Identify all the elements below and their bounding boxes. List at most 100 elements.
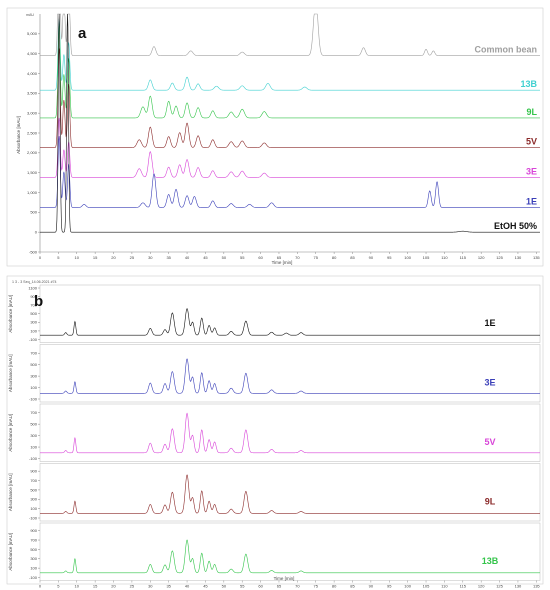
- panel-b-x-tick-label: 135: [533, 584, 540, 589]
- panel-a-x-tick-label: 10: [75, 255, 80, 260]
- panel-b-subplot: -100 100 300 500 700 900 Absorbance [mAU] 13B: [8, 522, 541, 581]
- panel-b-xlabel: Time [min]: [274, 576, 295, 581]
- panel-b-series-line: [40, 358, 540, 394]
- panel-b-x-tick-label: 35: [166, 584, 171, 589]
- panel-a-x-tick-label: 60: [258, 255, 263, 260]
- panel-a-x-tick-label: 100: [404, 255, 411, 260]
- panel-b-x-tick-label: 105: [423, 584, 430, 589]
- panel-b-x-tick-label: 85: [350, 584, 355, 589]
- panel-a-y-tick-label: 3,500: [27, 91, 38, 96]
- panel-b-x-tick-label: 100: [404, 584, 411, 589]
- panel-a-series-line: [40, 13, 540, 233]
- panel-b-x-tick-label: 0: [39, 584, 42, 589]
- panel-a-x-tick-label: 95: [387, 255, 392, 260]
- panel-b-y-tick-label: -100: [29, 515, 38, 520]
- panel-b-series-line: [40, 474, 540, 514]
- panel-a-x-tick-label: 50: [222, 255, 227, 260]
- panel-b-y-tick-label: 100: [30, 506, 37, 511]
- panel-b-subplot: -100 100 300 500 700 Absorbance [mAU] 3E: [8, 344, 541, 403]
- panel-a-y-tick-label: 1,000: [27, 190, 38, 195]
- panel-a-y-tick-label: 5,000: [27, 31, 38, 36]
- panel-b-y-tick-label: 700: [30, 537, 37, 542]
- panel-b-series-label: 13B: [482, 556, 499, 566]
- panel-a-x-tick-label: 85: [350, 255, 355, 260]
- panel-b-y-tick-label: -100: [29, 456, 38, 461]
- panel-b-x-tick-label: 120: [478, 584, 485, 589]
- panel-b-x-tick-label: 125: [496, 584, 503, 589]
- panel-b-header: 1 3 - 3 Seq_14.06.2021 #74: [12, 280, 57, 284]
- panel-a-x-tick-label: 90: [369, 255, 374, 260]
- panel-b-x-tick-label: 5: [57, 584, 60, 589]
- panel-b-series-line: [40, 308, 540, 336]
- panel-b-y-tick-label: 900: [30, 469, 37, 474]
- panel-b-x-tick-label: 95: [387, 584, 392, 589]
- panel-a-x-tick-label: 0: [39, 255, 42, 260]
- panel-a-x-tick-label: 125: [496, 255, 503, 260]
- panel-b-x-tick-label: 110: [441, 584, 448, 589]
- panel-b-series-label: 9L: [485, 496, 496, 506]
- panel-b-subplot-frame: [39, 344, 541, 403]
- panel-b-y-tick-label: 100: [30, 385, 37, 390]
- panel-b-y-tick-label: 1100: [28, 285, 37, 290]
- panel-b-x-tick-label: 80: [332, 584, 337, 589]
- panel-a-series-label: 5V: [526, 137, 537, 147]
- panel-b-y-tick-label: 900: [30, 294, 37, 299]
- panel-a-series-line: [40, 136, 540, 208]
- panel-a-series-line: [40, 13, 540, 56]
- panel-b-x-tick-label: 60: [258, 584, 263, 589]
- panel-b-x-tick-label: 115: [460, 584, 467, 589]
- panel-a-x-ticks: 0 5 10 15 20 25 30 35 40 45 50 55 60 65 70 75 80 85 90 95 10…: [39, 252, 540, 260]
- panel-b-ylabel: Absorbance [mAU]: [8, 354, 13, 392]
- panel-a-y-ticks: -500 0 500 1,000 1,500 2,000 2,500 3,000 3,500 4,…: [27, 31, 40, 254]
- panel-b-y-tick-label: -100: [29, 575, 38, 580]
- panel-a-x-tick-label: 20: [111, 255, 116, 260]
- panel-a-x-tick-label: 105: [423, 255, 430, 260]
- panel-a-chart: 0 5 10 15 20 25 30 35 40 45 50 55 60 65 70 75 80 85 90 95 10…: [6, 7, 544, 267]
- panel-a-x-tick-label: 135: [533, 255, 540, 260]
- panel-a-y-tick-label: 3,000: [27, 111, 38, 116]
- panel-b-y-tick-label: 300: [30, 374, 37, 379]
- panel-a-x-tick-label: 65: [277, 255, 282, 260]
- panel-a-x-tick-label: 130: [515, 255, 522, 260]
- panel-a-x-tick-label: 55: [240, 255, 245, 260]
- panel-b-x-tick-label: 45: [203, 584, 208, 589]
- panel-a-x-tick-label: 115: [460, 255, 467, 260]
- panel-b-x-tick-label: 130: [515, 584, 522, 589]
- panel-b-ylabel: Absorbance [mAU]: [8, 533, 13, 571]
- panel-a-x-tick-label: 80: [332, 255, 337, 260]
- panel-b-subplot-frame: [39, 284, 541, 343]
- panel-a-series-label: EtOH 50%: [494, 221, 537, 231]
- panel-a-y-tick-label: 2,500: [27, 130, 38, 135]
- panel-b-ylabel: Absorbance [mAU]: [8, 473, 13, 511]
- panel-b-x-tick-label: 25: [130, 584, 135, 589]
- panel-b-y-tick-label: 300: [30, 556, 37, 561]
- panel-a-series-label: Common bean: [474, 45, 537, 55]
- panel-a-y-tick-label: 1,500: [27, 170, 38, 175]
- panel-b-x-tick-label: 90: [369, 584, 374, 589]
- panel-b-y-tick-label: 500: [30, 362, 37, 367]
- panel-b-y-tick-label: 500: [30, 422, 37, 427]
- panel-b-y-tick-label: 100: [30, 566, 37, 571]
- panel-a-x-tick-label: 25: [130, 255, 135, 260]
- panel-a-y-tick-label: 2,000: [27, 150, 38, 155]
- panel-b-y-tick-label: 900: [30, 528, 37, 533]
- panel-a-series-labels: Common bean 13B 9L 5V 3E 1E EtOH 50%: [474, 45, 537, 232]
- panel-a-y-tick-label: 4,500: [27, 51, 38, 56]
- panel-b-subplot-frame: [39, 522, 541, 581]
- panel-b-subplot: -100 100 300 500 700 900 1100 Absorbance [mAU] 1…: [8, 284, 541, 343]
- panel-b-x-tick-label: 10: [75, 584, 80, 589]
- panel-b-frame: [6, 275, 544, 585]
- panel-a-x-tick-label: 75: [314, 255, 319, 260]
- panel-b-x-tick-label: 55: [240, 584, 245, 589]
- panel-b-x-tick-label: 65: [277, 584, 282, 589]
- panel-b-series-label: 5V: [484, 437, 495, 447]
- panel-b-ylabel: Absorbance [mAU]: [8, 414, 13, 452]
- panel-b-y-tick-label: 700: [30, 303, 37, 308]
- panel-a-series-label: 13B: [520, 79, 537, 89]
- panel-a-x-tick-label: 70: [295, 255, 300, 260]
- panel-b-subplot: -100 100 300 500 700 900 Absorbance [mAU] 9L: [8, 463, 541, 522]
- panel-a-series-label: 9L: [526, 107, 537, 117]
- panel-a-series-line: [40, 117, 540, 178]
